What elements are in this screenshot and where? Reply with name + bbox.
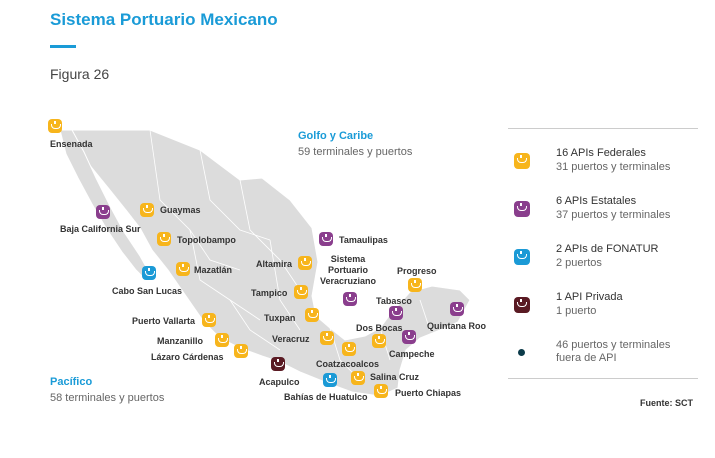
port-label-baja-california-sur: Baja California Sur <box>60 224 141 234</box>
port-marker-altamira[interactable] <box>298 256 312 270</box>
port-label-puerto-vallarta: Puerto Vallarta <box>132 316 196 326</box>
port-label-tampico: Tampico <box>251 288 288 298</box>
port-marker-lazaro-cardenas[interactable] <box>234 344 248 358</box>
port-label-cabo-san-lucas: Cabo San Lucas <box>112 286 183 296</box>
port-label-puerto-chiapas: Puerto Chiapas <box>395 388 462 398</box>
legend-item-privada: 1 API Privada 1 puerto <box>508 283 698 331</box>
port-marker-tampico[interactable] <box>294 285 308 299</box>
port-label-sistema-portuario-veracruzano: Sistema Portuario Veracruziano <box>319 254 377 286</box>
legend-sub-text: 31 puertos y terminales <box>556 161 671 173</box>
port-label-quintana-roo: Quintana Roo <box>427 321 486 331</box>
port-marker-tabasco[interactable] <box>389 306 403 320</box>
port-marker-mazatlan[interactable] <box>176 262 190 276</box>
port-label-campeche: Campeche <box>389 349 435 359</box>
legend-bottom-rule <box>508 378 698 379</box>
legend-sub-text: 2 puertos <box>556 257 602 269</box>
pacific-region-subtitle: 58 terminales y puertos <box>50 392 165 404</box>
port-label-ensenada: Ensenada <box>50 139 93 149</box>
port-marker-acapulco[interactable] <box>271 357 285 371</box>
port-label-guaymas: Guaymas <box>160 205 201 215</box>
port-label-tuxpan: Tuxpan <box>264 313 296 323</box>
legend-main-text: 1 API Privada <box>556 291 623 303</box>
federal-port-icon <box>514 153 530 169</box>
port-marker-guaymas[interactable] <box>140 203 154 217</box>
state-port-icon <box>514 201 530 217</box>
title-rule <box>50 45 76 48</box>
port-marker-tamaulipas[interactable] <box>319 232 333 246</box>
legend-main-text: 6 APIs Estatales <box>556 195 637 207</box>
private-port-icon <box>514 297 530 313</box>
port-marker-ensenada[interactable] <box>48 119 62 133</box>
port-label-salina-cruz: Salina Cruz <box>370 372 420 382</box>
fonatur-port-icon <box>514 249 530 265</box>
port-marker-cabo-san-lucas[interactable] <box>142 266 156 280</box>
legend-item-fonatur: 2 APIs de FONATUR 2 puertos <box>508 235 698 283</box>
port-label-altamira: Altamira <box>256 259 293 269</box>
legend: 16 APIs Federales 31 puertos y terminale… <box>508 128 698 364</box>
port-marker-veracruz[interactable] <box>320 331 334 345</box>
port-marker-dos-bocas[interactable] <box>372 334 386 348</box>
port-marker-tuxpan[interactable] <box>305 308 319 322</box>
port-label-veracruz: Veracruz <box>272 334 310 344</box>
pacific-region-title: Pacífico <box>50 376 93 388</box>
port-marker-manzanillo[interactable] <box>215 333 229 347</box>
mexico-mainland <box>71 129 471 397</box>
port-marker-sistema-portuario-veracruzano[interactable] <box>343 292 357 306</box>
source-note: Fuente: SCT <box>640 398 693 408</box>
legend-main-text: 2 APIs de FONATUR <box>556 243 659 255</box>
port-marker-puerto-vallarta[interactable] <box>202 313 216 327</box>
port-marker-progreso[interactable] <box>408 278 422 292</box>
port-label-mazatlan: Mazatlán <box>194 265 233 275</box>
figure-number: Figura 26 <box>50 66 110 82</box>
legend-item-outside: 46 puertos y terminales fuera de API <box>508 331 698 379</box>
legend-sub-text: 1 puerto <box>556 305 597 317</box>
port-label-coatzacoalcos: Coatzacoalcos <box>316 359 380 369</box>
gulf-region-subtitle: 59 terminales y puertos <box>298 146 413 158</box>
port-marker-bahias-de-huatulco[interactable] <box>323 373 337 387</box>
outside-port-dot-icon <box>518 349 525 356</box>
port-label-lazaro-cardenas: Lázaro Cárdenas <box>151 352 224 362</box>
port-label-progreso: Progreso <box>397 266 437 276</box>
page-title: Sistema Portuario Mexicano <box>50 10 278 29</box>
gulf-region-title: Golfo y Caribe <box>298 130 374 142</box>
port-marker-quintana-roo[interactable] <box>450 302 464 316</box>
port-marker-campeche[interactable] <box>402 330 416 344</box>
port-label-bahias-de-huatulco: Bahías de Huatulco <box>284 392 368 402</box>
legend-main-text: 16 APIs Federales <box>556 147 646 159</box>
port-marker-topolobampo[interactable] <box>157 232 171 246</box>
port-marker-coatzacoalcos[interactable] <box>342 342 356 356</box>
port-label-topolobampo: Topolobampo <box>177 235 236 245</box>
port-marker-salina-cruz[interactable] <box>351 371 365 385</box>
port-label-manzanillo: Manzanillo <box>157 336 204 346</box>
legend-sub-text: 37 puertos y terminales <box>556 209 671 221</box>
legend-item-federal: 16 APIs Federales 31 puertos y terminale… <box>508 139 698 187</box>
port-label-acapulco: Acapulco <box>259 377 300 387</box>
port-label-tabasco: Tabasco <box>376 296 412 306</box>
port-label-dos-bocas: Dos Bocas <box>356 323 403 333</box>
port-marker-puerto-chiapas[interactable] <box>374 384 388 398</box>
port-marker-baja-california-sur[interactable] <box>96 205 110 219</box>
legend-sub-text: 46 puertos y terminales fuera de API <box>556 339 671 364</box>
port-label-tamaulipas: Tamaulipas <box>339 235 388 245</box>
legend-item-estatal: 6 APIs Estatales 37 puertos y terminales <box>508 187 698 235</box>
